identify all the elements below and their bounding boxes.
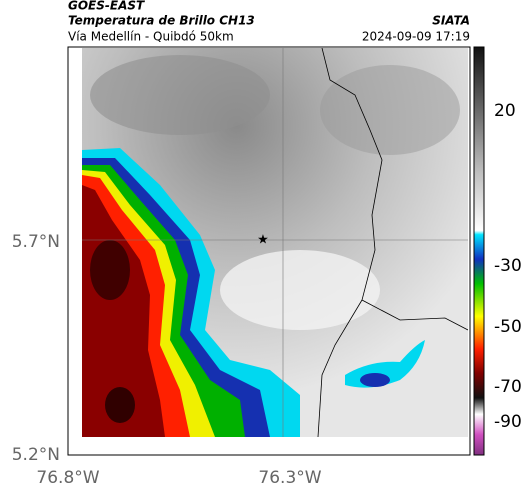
lon-label: 76.3°W [258,468,321,488]
colorbar-ticks: 20 -30 -50 -70 -90 [494,101,522,432]
datetime: 2024-09-09 17:19 [362,30,470,44]
colorbar-tick: -70 [494,377,522,397]
organization: SIATA [432,14,470,28]
svg-text:★: ★ [257,233,269,248]
axis-labels: 5.7°N 5.2°N 76.8°W 76.3°W [12,232,322,488]
imagery: ★ [82,48,468,437]
title: Temperatura de Brillo CH13 [68,14,255,28]
lat-label: 5.2°N [12,445,60,465]
lat-label: 5.7°N [12,232,60,252]
colorbar-tick: -50 [494,317,522,337]
colorbar [473,46,485,456]
location: Vía Medellín - Quibdó 50km [68,30,234,44]
colorbar-tick: -30 [494,256,522,276]
source: GOES-EAST [68,0,145,13]
colorbar-tick: -90 [494,412,522,432]
colorbar-tick: 20 [494,101,516,121]
lon-label: 76.8°W [36,468,99,488]
header: GOES-EAST Temperatura de Brillo CH13 SIA… [68,0,470,44]
